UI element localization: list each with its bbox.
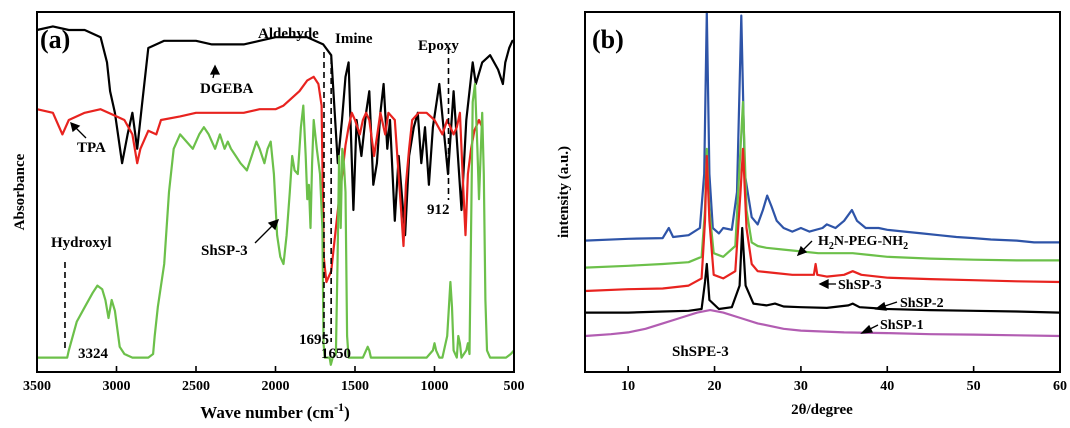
peg-part-1: H xyxy=(818,234,829,249)
annot-epoxy: Epoxy xyxy=(418,38,459,54)
annot-tpa: TPA xyxy=(77,140,106,156)
panel-b-x-tick-label: 60 xyxy=(1053,379,1067,394)
x-label-unit-close: ) xyxy=(344,403,350,422)
peg-sub-1: 2 xyxy=(829,241,834,252)
x-label-main: Wave number xyxy=(200,403,303,422)
annot-peg: H2N-PEG-NH2 xyxy=(818,234,908,252)
annot-912: 912 xyxy=(427,202,450,218)
panel-a-x-tick-label: 1000 xyxy=(421,379,449,394)
panel-b-series xyxy=(584,10,1061,338)
arrow-shsp3-b-head xyxy=(818,278,829,290)
panel-b-y-label: intensity (a.u.) xyxy=(556,146,572,238)
panel-b-series-shspe-3 xyxy=(584,309,1061,338)
panel-a-series-tpa xyxy=(36,75,484,284)
panel-a-series xyxy=(36,25,515,366)
annot-shsp3-b: ShSP-3 xyxy=(838,278,882,293)
arrow-tpa-head xyxy=(70,121,81,133)
panel-b-arrows xyxy=(796,240,898,334)
annot-shsp1: ShSP-1 xyxy=(880,318,924,333)
arrow-peg-head xyxy=(796,245,808,257)
annot-hydroxyl: Hydroxyl xyxy=(51,235,112,251)
arrow-shsp3 xyxy=(254,223,275,244)
panel-a-x-tick-label: 2500 xyxy=(182,379,210,394)
panel-b-series-shsp-2 xyxy=(584,147,1061,293)
annot-shspe3: ShSPE-3 xyxy=(672,344,729,360)
panel-b-x-tick-label: 10 xyxy=(621,379,635,394)
panel-b-x-tick-label: 30 xyxy=(794,379,808,394)
panel-a-x-ticks: 3500 3000 2500 2000 1500 1000 500 xyxy=(23,366,525,394)
panel-b-x-ticks: 10 20 30 40 50 60 xyxy=(621,366,1067,394)
panel-a-series-shsp-3 xyxy=(37,82,515,366)
panel-a: 3500 3000 2500 2000 1500 1000 500 (a) Absorban… xyxy=(12,11,525,422)
panel-b-series-h2n-peg-nh2 xyxy=(584,10,1060,244)
panel-a-y-label: Absorbance xyxy=(12,153,28,230)
panel-a-x-label: Wave number (cm-1) xyxy=(200,400,349,422)
peg-sub-2: 2 xyxy=(903,241,908,252)
panel-b-label: (b) xyxy=(592,25,624,54)
annot-1695: 1695 xyxy=(299,332,329,348)
x-label-unit: (cm xyxy=(307,403,334,422)
peg-part-2: N-PEG-NH xyxy=(834,234,903,249)
panel-b-x-label: 2θ/degree xyxy=(791,402,853,418)
panel-a-x-tick-label: 500 xyxy=(504,379,525,394)
panel-a-dashed-markers xyxy=(64,48,450,352)
panel-a-x-tick-label: 1500 xyxy=(341,379,369,394)
panel-a-x-tick-label: 3000 xyxy=(103,379,131,394)
panel-b: 10 20 30 40 50 60 (b) intensity (a.u.) 2θ/deg… xyxy=(556,10,1067,418)
panel-a-series-dgeba xyxy=(36,25,514,237)
panel-a-x-tick-label: 3500 xyxy=(23,379,51,394)
x-label-unit-sup: -1 xyxy=(334,400,344,414)
panel-b-x-tick-label: 40 xyxy=(880,379,894,394)
annot-imine: Imine xyxy=(335,31,373,47)
panel-a-label: (a) xyxy=(40,25,70,54)
panel-b-x-tick-label: 50 xyxy=(967,379,981,394)
arrow-tpa xyxy=(74,126,87,139)
annot-1650: 1650 xyxy=(321,346,351,362)
annot-aldehyde: Aldehyde xyxy=(258,26,319,42)
arrow-shsp3-head xyxy=(267,218,280,231)
annot-3324: 3324 xyxy=(78,346,109,362)
arrow-shsp1-head xyxy=(860,324,874,334)
panel-a-x-tick-label: 2000 xyxy=(262,379,290,394)
annot-dgeba: DGEBA xyxy=(200,81,254,97)
annot-shsp2: ShSP-2 xyxy=(900,296,944,311)
panel-a-arrows xyxy=(70,64,280,244)
arrow-shsp2-head xyxy=(874,301,887,311)
annot-shsp3: ShSP-3 xyxy=(201,243,248,259)
arrow-dgeba-head xyxy=(209,64,221,75)
panel-b-frame xyxy=(584,11,1061,373)
panel-b-x-tick-label: 20 xyxy=(708,379,722,394)
